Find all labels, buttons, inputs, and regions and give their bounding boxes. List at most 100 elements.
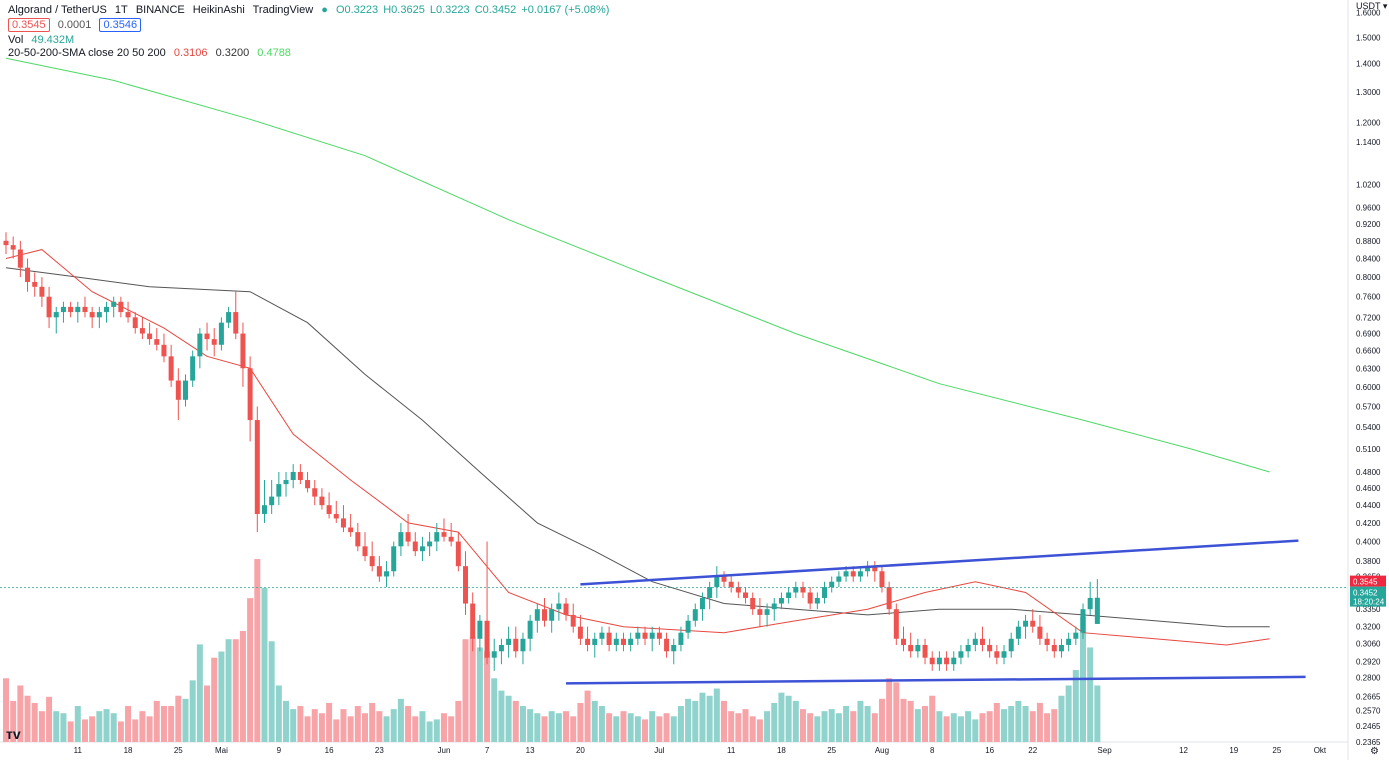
- candle-body: [793, 587, 799, 593]
- volume-bar: [354, 706, 361, 742]
- volume-bar: [871, 713, 878, 742]
- candle-body: [448, 536, 454, 542]
- settings-gear-icon[interactable]: ⚙: [1370, 746, 1379, 757]
- sma-legend[interactable]: 20-50-200-SMA close 20 50 200 0.3106 0.3…: [8, 46, 296, 60]
- candle-body: [10, 245, 16, 250]
- x-tick-label: 9: [277, 746, 282, 755]
- candle-body: [987, 644, 993, 652]
- candle-body: [872, 566, 878, 572]
- volume-bar: [943, 716, 950, 742]
- candle-body: [60, 306, 66, 313]
- candle-body: [326, 505, 332, 514]
- buy-price-button[interactable]: 0.3546: [99, 18, 142, 32]
- sma20-value: 0.3106: [173, 47, 208, 59]
- interval-label[interactable]: 1T: [114, 4, 128, 16]
- volume-bar: [304, 716, 311, 742]
- candle-body: [764, 609, 770, 615]
- candle-body: [319, 496, 325, 506]
- volume-bar: [936, 711, 943, 742]
- volume-bar: [297, 706, 304, 742]
- candle-body: [915, 644, 921, 652]
- y-tick-label: 0.4600: [1356, 484, 1381, 493]
- volume-bar: [1029, 711, 1036, 742]
- volume-bar: [993, 702, 1000, 742]
- volume-bar: [268, 641, 275, 742]
- volume-bar: [878, 698, 885, 742]
- volume-bar: [706, 695, 713, 742]
- volume-bar: [74, 706, 81, 742]
- volume-bar: [189, 680, 196, 742]
- volume-bar: [397, 698, 404, 742]
- candle-body: [161, 344, 167, 357]
- candle-body: [879, 571, 885, 588]
- x-tick-label: Jun: [438, 746, 451, 755]
- candle-body: [269, 496, 275, 506]
- volume-bar: [433, 719, 440, 742]
- volume-bar: [922, 706, 929, 742]
- bid-price-tag-bg: [1350, 575, 1386, 587]
- y-tick-label: 0.8400: [1356, 255, 1381, 264]
- candle-body: [183, 380, 188, 400]
- volume-bar: [577, 702, 584, 742]
- candle-body: [1094, 597, 1100, 624]
- volume-bar: [326, 702, 333, 742]
- volume-bar: [318, 713, 325, 742]
- candle-body: [463, 566, 469, 604]
- volume-bar: [1051, 709, 1058, 742]
- volume-bar: [792, 700, 799, 742]
- candle-body: [147, 333, 153, 340]
- volume-bar: [117, 721, 124, 742]
- volume-bar: [333, 719, 340, 742]
- volume-bar: [476, 647, 483, 742]
- candle-body: [542, 609, 547, 621]
- candle-body: [520, 638, 526, 652]
- candle-body: [412, 541, 418, 552]
- sell-price-button[interactable]: 0.3545: [8, 18, 50, 32]
- volume-bar: [519, 706, 526, 742]
- candle-body: [204, 333, 210, 340]
- symbol-name[interactable]: Algorand / TetherUS: [8, 4, 107, 16]
- candle-body: [649, 632, 655, 639]
- volume-bar: [864, 706, 871, 742]
- currency-label[interactable]: USDT ▾: [1356, 1, 1388, 11]
- volume-bar: [534, 713, 541, 742]
- y-tick-label: 1.6000: [1356, 9, 1381, 18]
- y-tick-label: 0.5400: [1356, 423, 1381, 432]
- candle-body: [692, 609, 698, 621]
- trendline-support[interactable]: [566, 675, 1306, 685]
- volume-bar: [469, 637, 476, 742]
- candle-body: [369, 556, 375, 567]
- candle-body: [398, 532, 404, 547]
- volume-bar: [685, 698, 692, 742]
- volume-bar: [957, 716, 964, 742]
- candle-body: [972, 638, 978, 645]
- volume-bar: [89, 716, 96, 742]
- trendline-resistance[interactable]: [580, 539, 1299, 586]
- x-tick-label: 18: [777, 746, 786, 755]
- volume-bar: [232, 639, 239, 742]
- volume-bar: [275, 685, 282, 742]
- candle-body: [427, 541, 433, 547]
- volume-bar: [771, 702, 778, 742]
- candle-body: [886, 587, 892, 610]
- volume-bar: [218, 651, 225, 742]
- volume-bar: [893, 682, 900, 742]
- candle-body: [836, 576, 842, 582]
- tradingview-logo-icon[interactable]: ᴛᴠ: [6, 726, 21, 742]
- volume-bar: [225, 639, 232, 742]
- candle-body: [994, 651, 1000, 658]
- volume-bar: [929, 695, 936, 742]
- sma50-value: 0.3200: [215, 47, 250, 59]
- volume-bar: [1094, 685, 1101, 742]
- candle-body: [96, 312, 102, 318]
- high-value: H0.3625: [383, 4, 425, 16]
- candle-body: [218, 322, 224, 345]
- x-tick-label: Aug: [875, 746, 889, 755]
- candle-body: [979, 638, 985, 645]
- candle-body: [829, 581, 835, 588]
- volume-legend[interactable]: Vol 49.432M: [8, 33, 79, 47]
- candle-body: [549, 609, 555, 621]
- volume-bar: [125, 706, 132, 742]
